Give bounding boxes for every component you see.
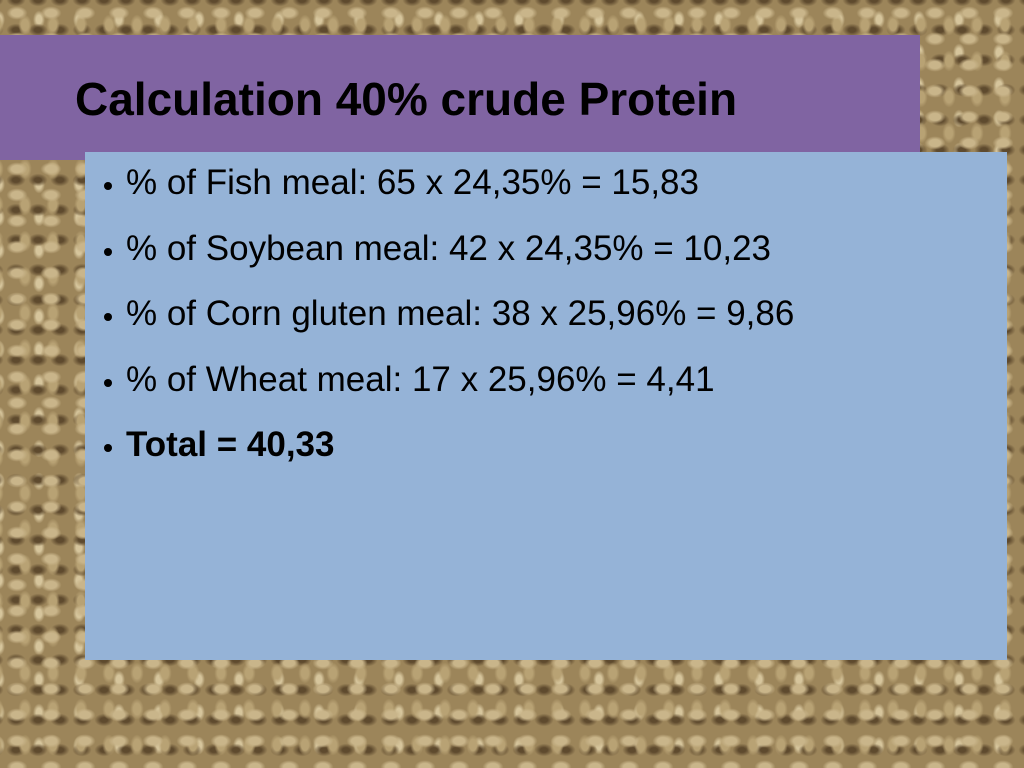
- bullet-dot: [104, 182, 112, 190]
- bullet-text: % of Wheat meal: 17 x 25,96% = 4,41: [126, 359, 715, 399]
- content-box: [85, 152, 1007, 660]
- bullet-item: % of Soybean meal: 42 x 24,35% = 10,23: [100, 229, 794, 295]
- bullet-dot: [104, 313, 112, 321]
- bullet-item: % of Corn gluten meal: 38 x 25,96% = 9,8…: [100, 294, 794, 360]
- bullet-dot: [104, 247, 112, 256]
- bullet-list: % of Fish meal: 65 x 24,35% = 15,83 % of …: [100, 163, 794, 491]
- bullet-item: % of Wheat meal: 17 x 25,96% = 4,41: [100, 360, 794, 426]
- bullet-dot: [104, 378, 112, 387]
- bullet-item: % of Fish meal: 65 x 24,35% = 15,83: [100, 163, 794, 229]
- bullet-text: % of Fish meal: 65 x 24,35% = 15,83: [126, 163, 699, 202]
- bullet-item: Total = 40,33: [100, 425, 794, 491]
- bullet-dot: [104, 444, 112, 452]
- slide-title: Calculation 40% crude Protein: [75, 73, 738, 125]
- bullet-text: Total = 40,33: [126, 425, 335, 464]
- bullet-text: % of Corn gluten meal: 38 x 25,96% = 9,8…: [126, 294, 795, 333]
- bullet-text: % of Soybean meal: 42 x 24,35% = 10,23: [126, 228, 772, 268]
- title-bar: [0, 35, 920, 160]
